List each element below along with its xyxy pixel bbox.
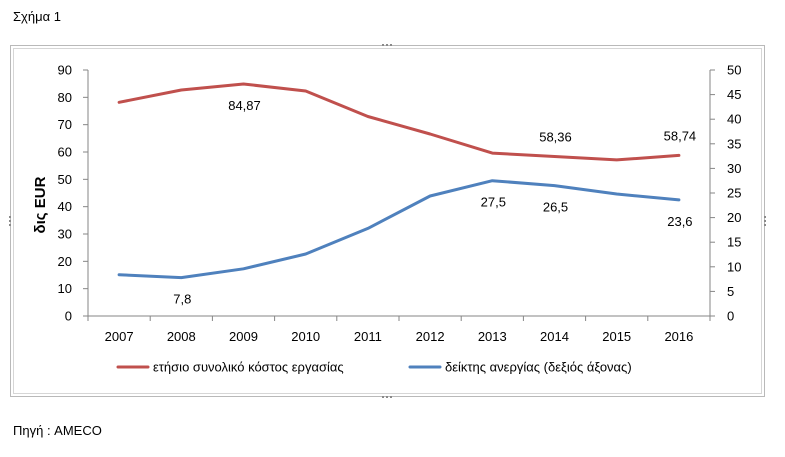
y-tick-label-right: 0 bbox=[727, 309, 734, 324]
figure-source: Πηγή : AMECO bbox=[13, 423, 102, 438]
legend-label-1: δείκτης ανεργίας (δεξιός άξονας) bbox=[445, 360, 632, 375]
resize-handle-top[interactable] bbox=[382, 44, 392, 46]
x-tick-label: 2009 bbox=[229, 329, 258, 344]
resize-handle-left[interactable] bbox=[9, 216, 11, 226]
y-tick-label-left: 30 bbox=[58, 227, 72, 242]
y-tick-label-right: 30 bbox=[727, 161, 741, 176]
figure-caption: Σχήμα 1 bbox=[13, 9, 61, 24]
y-tick-label-left: 20 bbox=[58, 254, 72, 269]
y-tick-label-left: 90 bbox=[58, 63, 72, 78]
x-tick-label: 2012 bbox=[416, 329, 445, 344]
line-chart: 0 10 20 30 40 50 60 70 80 90 0 5 10 15 20 25 30 35 40 45 50 2… bbox=[32, 63, 741, 375]
data-label-series-1: 27,5 bbox=[481, 195, 506, 210]
y-tick-label-left: 70 bbox=[58, 117, 72, 132]
y-axis-title: δις EUR bbox=[32, 176, 49, 233]
y-tick-label-right: 5 bbox=[727, 284, 734, 299]
data-label-series-0: 84,87 bbox=[228, 98, 261, 113]
y-tick-label-right: 50 bbox=[727, 63, 741, 78]
x-tick-label: 2007 bbox=[105, 329, 134, 344]
data-label-series-0: 58,74 bbox=[664, 128, 697, 143]
x-tick-label: 2016 bbox=[664, 329, 693, 344]
data-label-series-0: 58,36 bbox=[539, 129, 572, 144]
y-tick-label-right: 20 bbox=[727, 210, 741, 225]
data-label-series-1: 26,5 bbox=[543, 200, 568, 215]
chart-area-border bbox=[13, 48, 762, 394]
x-tick-label: 2015 bbox=[602, 329, 631, 344]
legend-label-0: ετήσιο συνολικό κόστος εργασίας bbox=[153, 360, 344, 375]
y-tick-label-left: 0 bbox=[65, 309, 72, 324]
x-tick-label: 2013 bbox=[478, 329, 507, 344]
x-tick-label: 2011 bbox=[354, 329, 382, 344]
y-tick-label-left: 80 bbox=[58, 90, 72, 105]
resize-handle-right[interactable] bbox=[764, 216, 766, 226]
y-tick-label-right: 25 bbox=[727, 186, 741, 201]
y-tick-label-left: 40 bbox=[58, 199, 72, 214]
y-tick-label-left: 60 bbox=[58, 145, 72, 160]
y-tick-label-right: 35 bbox=[727, 136, 741, 151]
chart-frame[interactable]: 0 10 20 30 40 50 60 70 80 90 0 5 10 15 20 25 30 35 40 45 50 2… bbox=[9, 44, 766, 398]
data-label-series-1: 23,6 bbox=[667, 214, 692, 229]
series-line-0 bbox=[117, 82, 681, 162]
y-tick-label-left: 50 bbox=[58, 172, 72, 187]
x-tick-label: 2014 bbox=[540, 329, 569, 344]
x-tick-label: 2008 bbox=[167, 329, 196, 344]
y-tick-label-right: 40 bbox=[727, 112, 741, 127]
x-tick-label: 2010 bbox=[291, 329, 320, 344]
y-tick-label-left: 10 bbox=[58, 281, 72, 296]
resize-handle-bottom[interactable] bbox=[382, 396, 392, 398]
data-label-series-1: 7,8 bbox=[173, 292, 191, 307]
y-tick-label-right: 10 bbox=[727, 259, 741, 274]
y-tick-label-right: 15 bbox=[727, 235, 741, 250]
series-line-1 bbox=[117, 179, 681, 280]
y-tick-label-right: 45 bbox=[727, 87, 741, 102]
